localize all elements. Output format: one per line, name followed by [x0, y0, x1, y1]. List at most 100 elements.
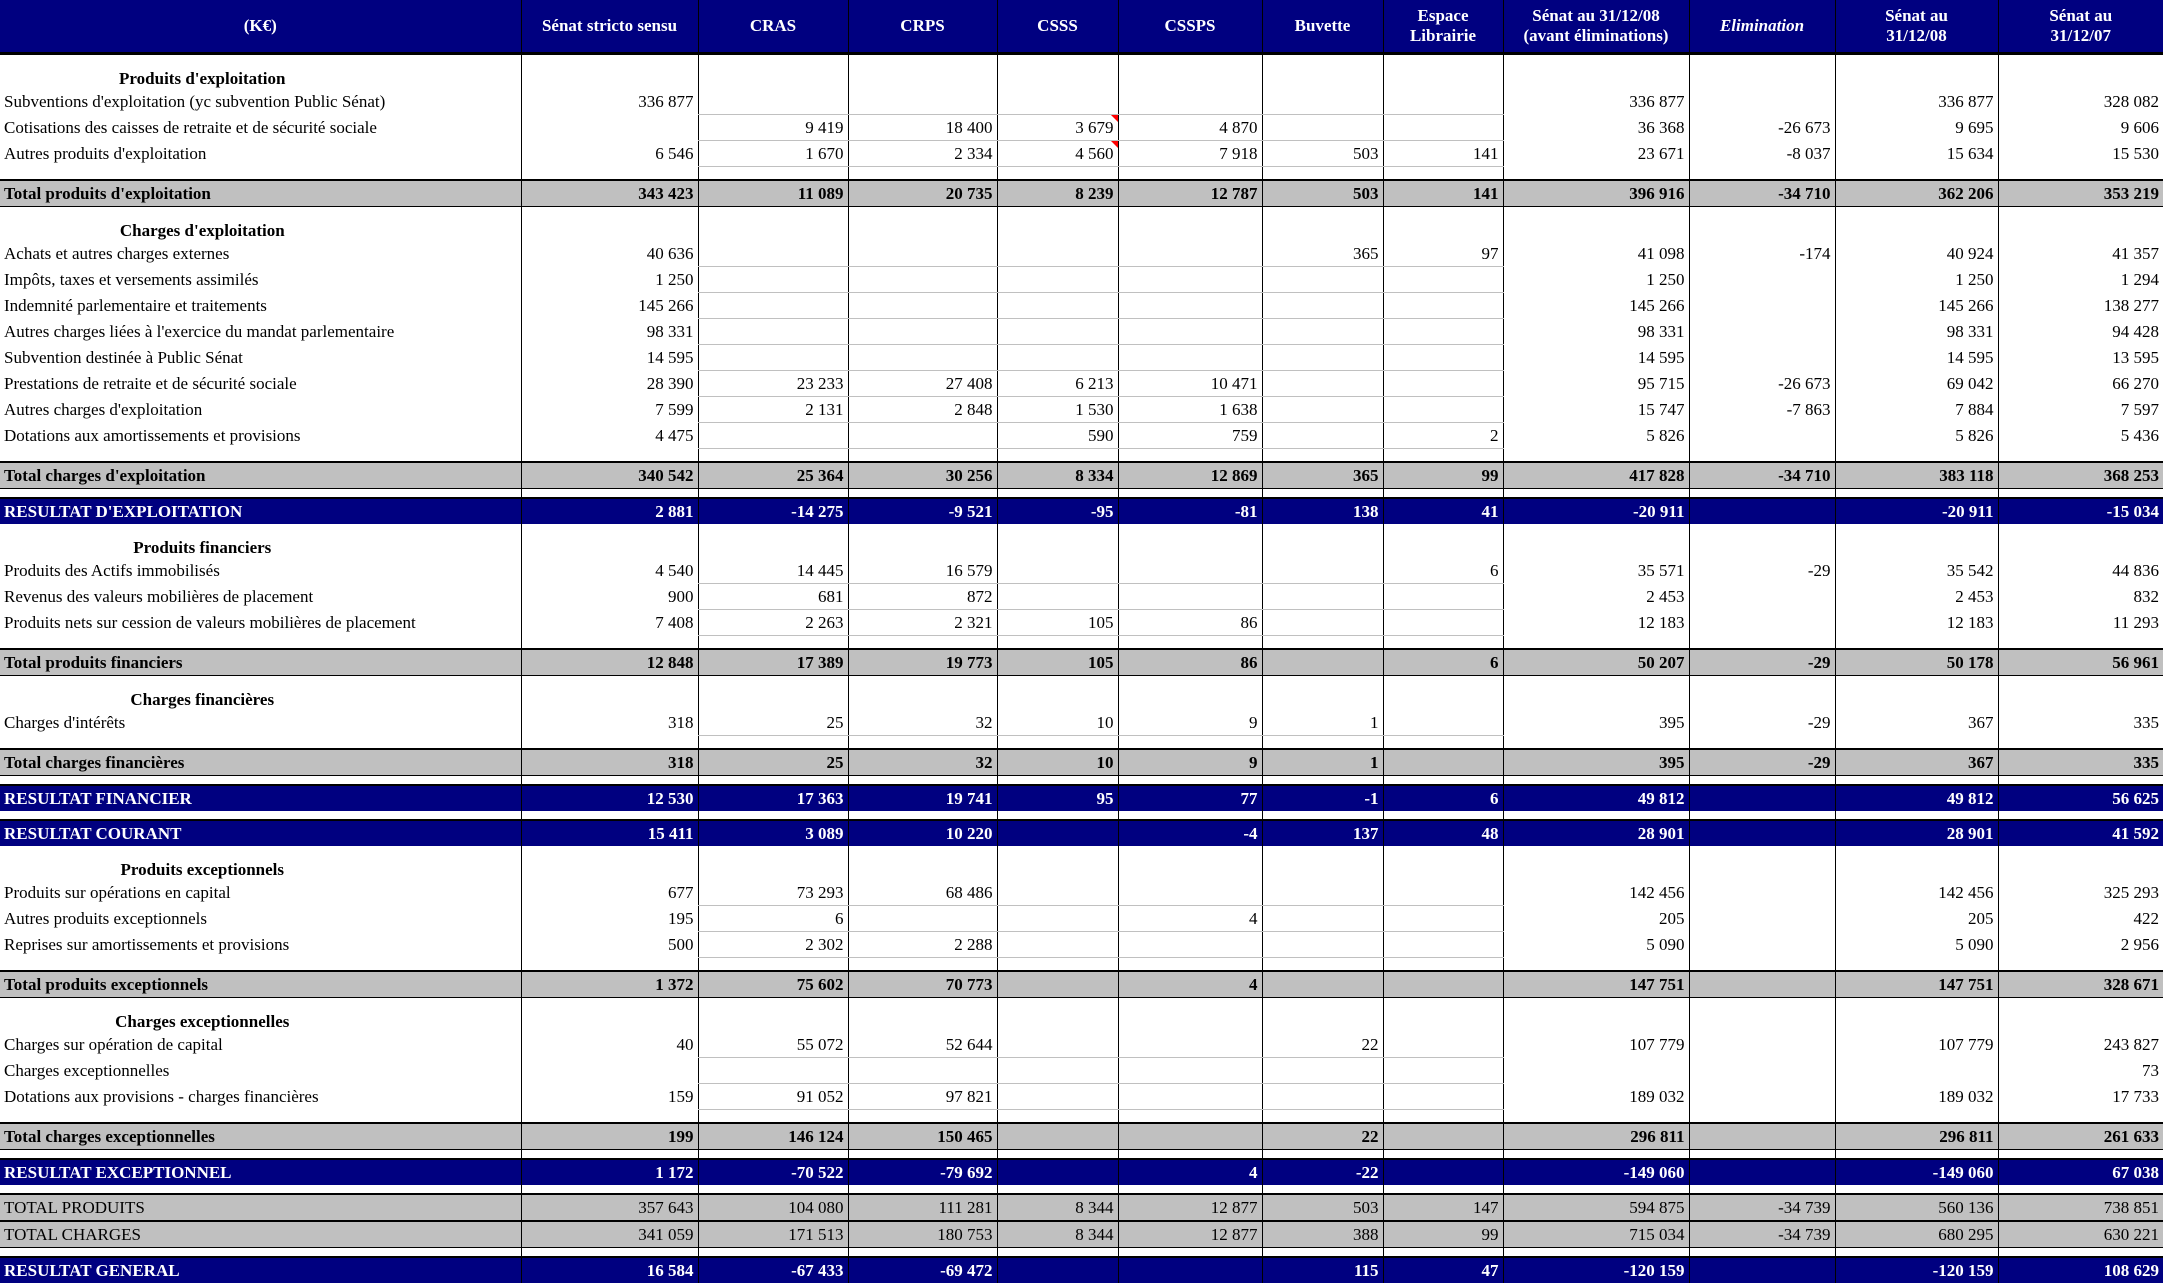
header-unit: (K€) — [0, 0, 521, 54]
spacer-row — [0, 811, 2163, 820]
cell-value: 335 — [1998, 710, 2163, 736]
cell-value: 4 540 — [521, 558, 698, 584]
cell-value: 7 599 — [521, 397, 698, 423]
row-label: Total produits d'exploitation — [0, 180, 521, 207]
cell-value — [997, 1257, 1118, 1283]
cell-value: 7 918 — [1118, 141, 1262, 167]
cell-value: 91 052 — [698, 1084, 848, 1110]
cell-value: 69 042 — [1835, 371, 1998, 397]
cell-value: 180 753 — [848, 1221, 997, 1248]
title-row: Charges d'exploitation — [0, 207, 2163, 242]
cell-value — [1503, 54, 1689, 90]
cell-value — [1689, 998, 1835, 1033]
row-label — [0, 1248, 521, 1258]
row-label: RESULTAT COURANT — [0, 820, 521, 846]
cell-value: 17 363 — [698, 785, 848, 811]
header-cras: CRAS — [698, 0, 848, 54]
cell-value: 328 082 — [1998, 89, 2163, 115]
data-row: Produits nets sur cession de valeurs mob… — [0, 610, 2163, 636]
cell-value — [1689, 610, 1835, 636]
cell-value: 4 — [1118, 1159, 1262, 1185]
cell-value — [698, 636, 848, 650]
cell-value — [1689, 1084, 1835, 1110]
cell-value — [848, 676, 997, 711]
cell-value — [1689, 207, 1835, 242]
cell-value — [1503, 207, 1689, 242]
cell-value: 98 331 — [521, 319, 698, 345]
row-label: Autres charges liées à l'exercice du man… — [0, 319, 521, 345]
cell-value: 5 826 — [1503, 423, 1689, 449]
cell-value — [1503, 1058, 1689, 1084]
cell-value: 40 924 — [1835, 241, 1998, 267]
cell-value: 2 956 — [1998, 932, 2163, 958]
cell-value — [1503, 167, 1689, 181]
cell-value — [1262, 736, 1383, 750]
row-label: Charges sur opération de capital — [0, 1032, 521, 1058]
cell-value: 15 634 — [1835, 141, 1998, 167]
cell-value — [1835, 489, 1998, 499]
cell-value: 98 331 — [1503, 319, 1689, 345]
cell-value: -9 521 — [848, 498, 997, 524]
cell-value: 2 288 — [848, 932, 997, 958]
cell-value: 1 670 — [698, 141, 848, 167]
row-label: Charges d'exploitation — [0, 207, 521, 242]
cell-value: 383 118 — [1835, 462, 1998, 489]
cell-value: 5 436 — [1998, 423, 2163, 449]
cell-value — [1262, 423, 1383, 449]
cell-value — [997, 89, 1118, 115]
cell-value: 138 — [1262, 498, 1383, 524]
cell-value — [1118, 998, 1262, 1033]
data-row: Dotations aux amortissements et provisio… — [0, 423, 2163, 449]
blank-row — [0, 636, 2163, 650]
cell-value: -22 — [1262, 1159, 1383, 1185]
cell-value: 325 293 — [1998, 880, 2163, 906]
cell-value: -120 159 — [1503, 1257, 1689, 1283]
cell-value — [997, 736, 1118, 750]
cell-value — [1383, 1150, 1503, 1160]
cell-value: 27 408 — [848, 371, 997, 397]
cell-value: 11 293 — [1998, 610, 2163, 636]
cell-value — [1689, 345, 1835, 371]
cell-value — [1262, 649, 1383, 676]
cell-value — [521, 207, 698, 242]
cell-value: 14 595 — [1835, 345, 1998, 371]
cell-value — [1118, 846, 1262, 880]
cell-value: -29 — [1689, 710, 1835, 736]
cell-value: 147 751 — [1503, 971, 1689, 998]
cell-value: 159 — [521, 1084, 698, 1110]
cell-value: 1 372 — [521, 971, 698, 998]
cell-value: 7 597 — [1998, 397, 2163, 423]
row-label — [0, 736, 521, 750]
cell-value: 138 277 — [1998, 293, 2163, 319]
cell-value — [1118, 267, 1262, 293]
cell-value — [698, 167, 848, 181]
cell-value: 142 456 — [1835, 880, 1998, 906]
title-row: Charges exceptionnelles — [0, 998, 2163, 1033]
cell-value — [1689, 971, 1835, 998]
cell-value — [1262, 1150, 1383, 1160]
cell-value — [1689, 498, 1835, 524]
cell-value: 9 695 — [1835, 115, 1998, 141]
cell-value: 14 595 — [521, 345, 698, 371]
cell-value — [848, 906, 997, 932]
cell-value: 365 — [1262, 241, 1383, 267]
cell-value: 13 595 — [1998, 345, 2163, 371]
cell-value: 12 787 — [1118, 180, 1262, 207]
cell-value — [1262, 906, 1383, 932]
cell-value — [1262, 167, 1383, 181]
cell-value — [521, 167, 698, 181]
cell-value — [997, 241, 1118, 267]
cell-value — [1503, 811, 1689, 820]
cell-value — [1835, 998, 1998, 1033]
cell-value — [1383, 1058, 1503, 1084]
cell-value — [521, 1185, 698, 1194]
cell-value — [1835, 524, 1998, 558]
cell-value — [997, 880, 1118, 906]
